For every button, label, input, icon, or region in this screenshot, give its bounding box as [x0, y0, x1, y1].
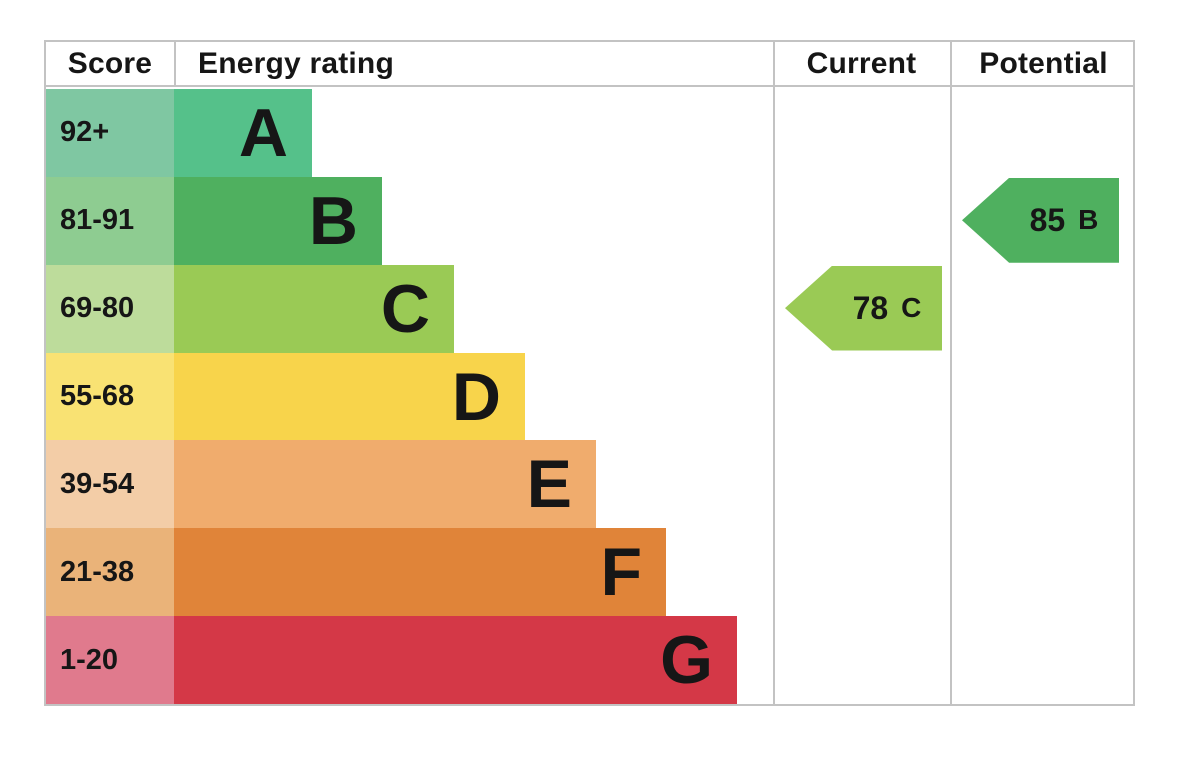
- band-score-range: 1-20: [46, 616, 174, 705]
- current-rating-value: 78: [852, 289, 889, 326]
- rating-band-row: 1-20 G: [46, 616, 773, 705]
- header-divider: [174, 42, 176, 87]
- band-letter: C: [380, 270, 430, 347]
- rating-bands: 92+ A 81-91 B 69-80 C 55-68 D 39-54 E 21…: [46, 89, 773, 705]
- band-letter: G: [660, 622, 713, 699]
- rating-band-row: 92+ A: [46, 89, 773, 177]
- band-letter: E: [526, 446, 572, 523]
- potential-rating-arrow: 85 B: [962, 177, 1119, 263]
- band-bar: E: [174, 440, 596, 529]
- rating-band-row: 55-68 D: [46, 352, 773, 441]
- current-column-divider: [773, 42, 775, 704]
- band-bar: A: [174, 89, 312, 177]
- header-energy-rating: Energy rating: [198, 46, 394, 80]
- epc-table: Score Energy rating Current Potential 92…: [44, 40, 1135, 706]
- band-letter: A: [238, 94, 288, 171]
- header-score: Score: [67, 46, 153, 80]
- rating-band-row: 39-54 E: [46, 440, 773, 529]
- current-rating-arrow: 78 C: [785, 265, 942, 351]
- band-letter: F: [600, 534, 642, 611]
- potential-rating-letter: B: [1078, 204, 1099, 236]
- band-score-range: 55-68: [46, 352, 174, 441]
- band-score-range: 81-91: [46, 176, 174, 265]
- rating-band-row: 21-38 F: [46, 528, 773, 617]
- band-bar: G: [174, 616, 737, 705]
- potential-rating-value: 85: [1029, 201, 1066, 238]
- rating-band-row: 81-91 B: [46, 176, 773, 265]
- band-score-range: 92+: [46, 89, 174, 177]
- band-score-range: 39-54: [46, 440, 174, 529]
- band-bar: B: [174, 176, 382, 265]
- band-letter: D: [451, 358, 501, 435]
- band-letter: B: [308, 182, 358, 259]
- header-potential: Potential: [979, 46, 1108, 80]
- current-rating-letter: C: [901, 292, 922, 324]
- table-header: Score Energy rating Current Potential: [46, 42, 1133, 87]
- band-bar: C: [174, 264, 454, 353]
- band-bar: F: [174, 528, 666, 617]
- band-bar: D: [174, 352, 525, 441]
- potential-column-divider: [950, 42, 952, 704]
- rating-band-row: 69-80 C: [46, 264, 773, 353]
- band-score-range: 21-38: [46, 528, 174, 617]
- band-score-range: 69-80: [46, 264, 174, 353]
- header-current: Current: [806, 46, 917, 80]
